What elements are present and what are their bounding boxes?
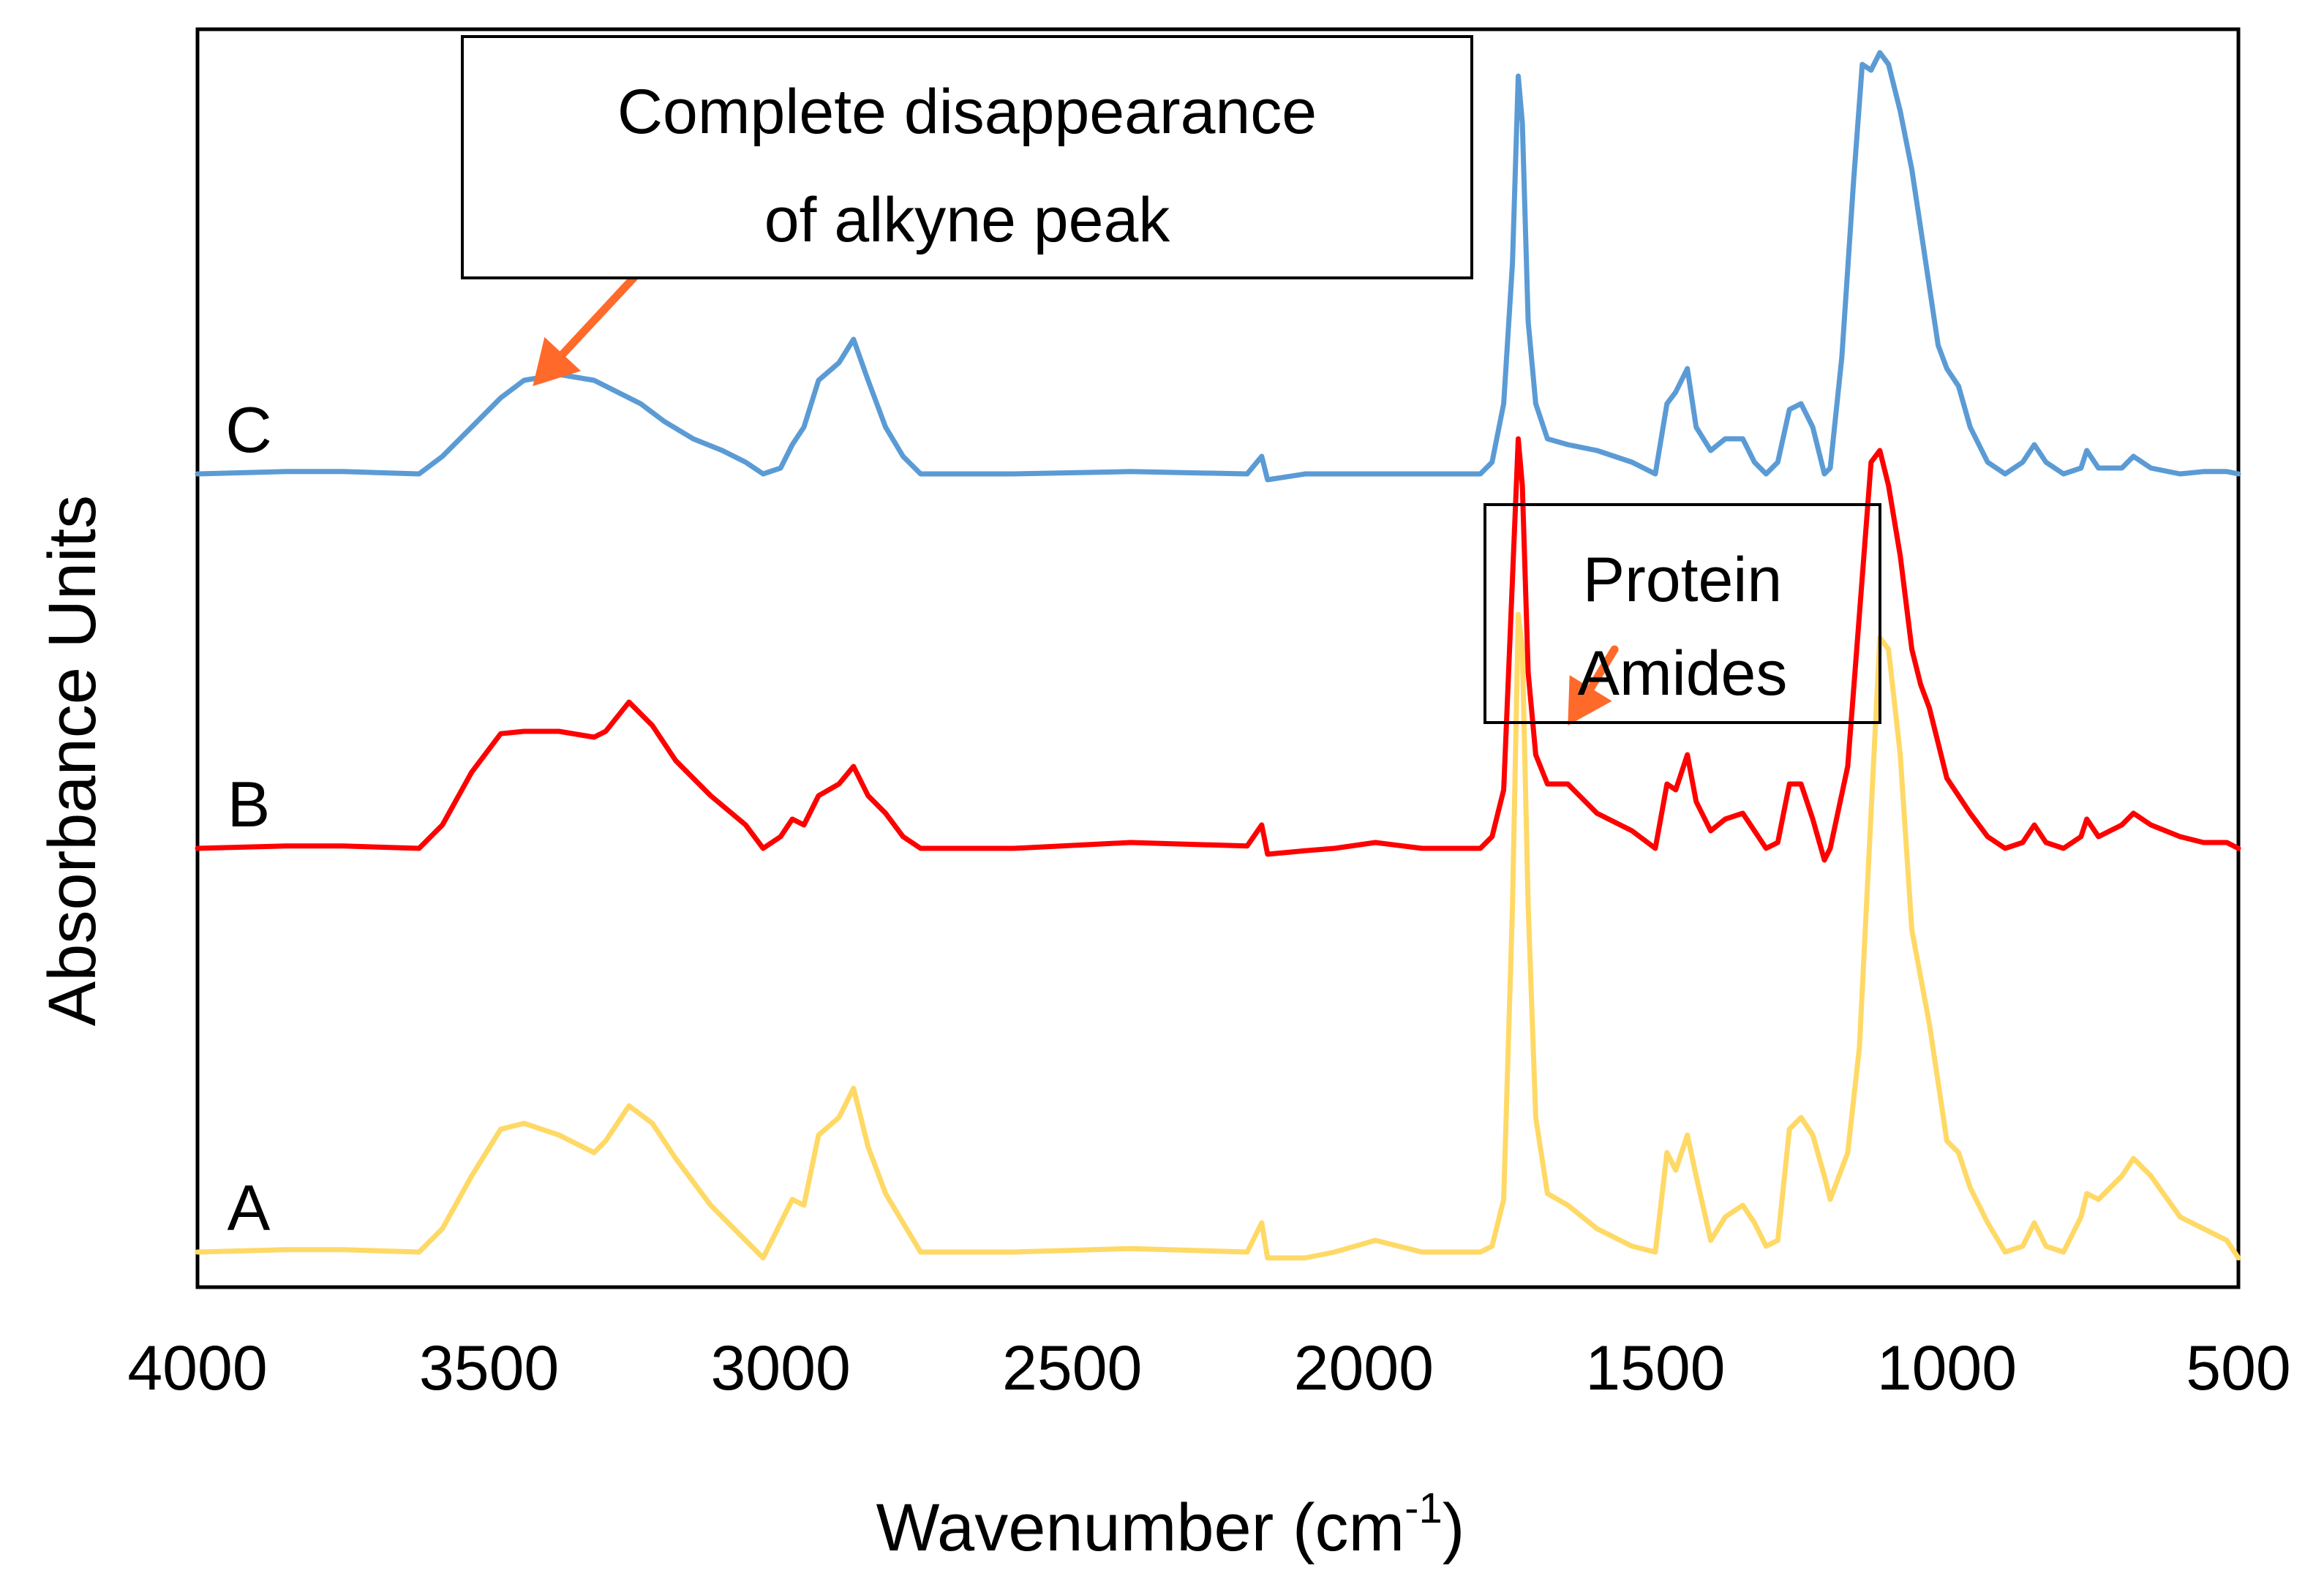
x-tick-label: 3500	[419, 1333, 559, 1403]
annotation-arrow-amides	[1587, 645, 1619, 693]
series-label-a: A	[227, 1172, 271, 1244]
annotation-box-amides	[1483, 503, 1881, 724]
series-b-line	[195, 436, 2241, 863]
series-label-b: B	[227, 768, 271, 840]
x-axis-ticks: 4000 3500 3000 2500 2000 1500 1000 500	[127, 1333, 2290, 1403]
x-tick-label: 2500	[1002, 1333, 1142, 1403]
x-axis-title-main: Wavenumber (cm	[876, 1490, 1405, 1565]
annotation-arrowhead-amides	[1568, 675, 1612, 725]
x-axis-title-superscript: -1	[1404, 1485, 1443, 1532]
series-a-line	[195, 611, 2241, 1261]
series-label-c: C	[225, 393, 272, 466]
annotation-arrowhead-alkyne	[533, 336, 582, 386]
annotation-alkyne: Complete disappearance of alkyne peak	[461, 35, 1473, 386]
x-tick-label: 1500	[1585, 1333, 1725, 1403]
annotation-box-alkyne	[461, 35, 1473, 279]
x-tick-label: 3000	[710, 1333, 850, 1403]
series-c-line	[195, 50, 2241, 483]
x-axis-title: Wavenumber (cm-1)	[876, 1485, 1465, 1565]
annotation-amides-line-2: Amides	[1578, 638, 1788, 709]
x-tick-label: 2000	[1294, 1333, 1434, 1403]
plot-area-frame	[195, 27, 2241, 1289]
x-axis-title-suffix: )	[1443, 1490, 1465, 1565]
series-labels: A B C	[225, 393, 272, 1244]
x-tick-label: 1000	[1877, 1333, 2017, 1403]
annotation-protein-amides: Protein Amides	[1483, 503, 1881, 725]
x-tick-label: 500	[2186, 1333, 2291, 1403]
annotation-alkyne-line-2: of alkyne peak	[764, 185, 1171, 255]
annotation-amides-line-1: Protein	[1583, 545, 1783, 615]
x-tick-label: 4000	[127, 1333, 267, 1403]
series-layer	[195, 50, 2241, 1261]
annotation-alkyne-line-1: Complete disappearance	[617, 77, 1317, 147]
y-axis-title: Absorbance Units	[35, 495, 110, 1026]
